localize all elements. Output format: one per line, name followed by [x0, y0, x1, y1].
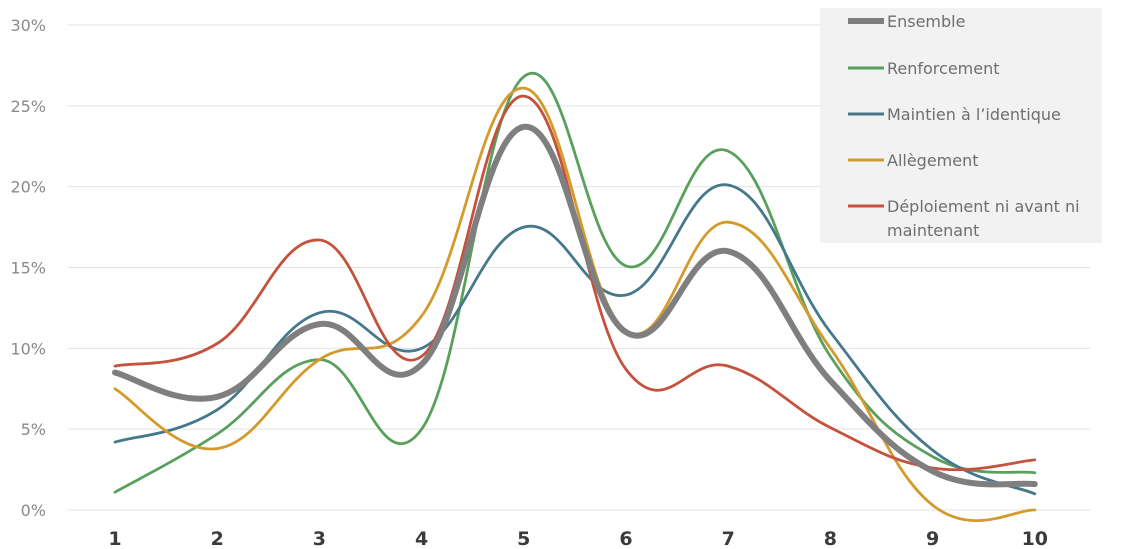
y-tick-label: 10% [10, 339, 46, 358]
x-tick-label: 4 [415, 528, 428, 549]
y-tick-label: 25% [10, 97, 46, 116]
series-line-allegement [113, 86, 1037, 522]
x-tick-label: 2 [211, 528, 224, 549]
x-tick-label: 3 [313, 528, 326, 549]
legend-label-allegement: Allègement [887, 151, 979, 170]
x-tick-label: 9 [926, 528, 939, 549]
y-tick-label: 30% [10, 16, 46, 35]
legend: Ensemble Renforcement Maintien à l’identiq… [820, 8, 1102, 243]
legend-label-renforcement: Renforcement [887, 59, 1000, 78]
x-tick-label: 1 [108, 528, 121, 549]
legend-label-ensemble: Ensemble [887, 12, 965, 31]
x-tick-label: 10 [1022, 528, 1048, 549]
legend-label-deploiement-ni-avant-ni-maintenant: Déploiement ni avant ni maintenant [887, 197, 1080, 240]
y-tick-label: 5% [21, 420, 46, 439]
series-lines [112, 72, 1038, 522]
y-tick-label: 0% [21, 501, 46, 520]
grid-lines [68, 24, 1090, 511]
series-line-maintien-a-l-identique [113, 183, 1037, 496]
x-tick-label: 7 [722, 528, 735, 549]
y-axis-ticks: 0% 5% 10% 15% 20% 25% 30% [10, 16, 46, 520]
series-line-ensemble [112, 123, 1038, 488]
y-tick-label: 20% [10, 178, 46, 197]
x-tick-label: 5 [517, 528, 530, 549]
x-tick-label: 6 [619, 528, 632, 549]
x-axis-ticks: 1 2 3 4 5 6 7 8 9 10 [108, 528, 1048, 549]
legend-background [820, 8, 1102, 243]
x-tick-label: 8 [824, 528, 837, 549]
legend-label-maintien-a-l-identique: Maintien à l’identique [887, 105, 1061, 124]
series-line-renforcement [113, 72, 1037, 494]
y-tick-label: 15% [10, 259, 46, 278]
series-line-deploiement-ni-avant-ni-maintenant [113, 94, 1037, 472]
